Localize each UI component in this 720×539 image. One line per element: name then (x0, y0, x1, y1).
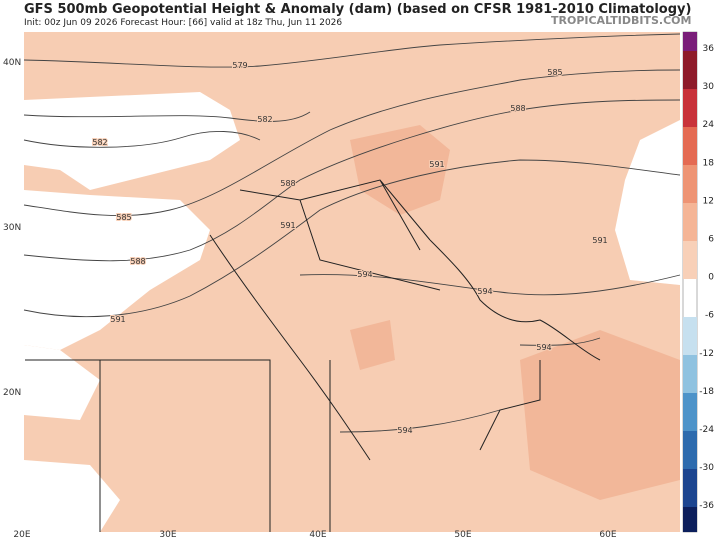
contour-label: 591 (110, 315, 125, 324)
colorbar-tick-label: 0 (708, 273, 714, 283)
colorbar-tick-label: 18 (703, 158, 715, 168)
lon-label: 50E (454, 530, 471, 539)
contour-label: 594 (397, 426, 412, 435)
lon-label: 60E (599, 530, 616, 539)
colorbar-tick-label: 6 (708, 235, 714, 245)
contour-label: 594 (536, 343, 551, 352)
contour-label: 582 (92, 138, 107, 147)
contour-label: 582 (257, 115, 272, 124)
colorbar-tick-label: -12 (699, 349, 714, 359)
title: GFS 500mb Geopotential Height & Anomaly … (24, 2, 692, 17)
lon-label: 20E (13, 530, 30, 539)
contour-label: 591 (280, 221, 295, 230)
lon-label: 30E (159, 530, 176, 539)
contour-label: 588 (130, 257, 145, 266)
contour-label: 594 (357, 270, 372, 279)
neutral-area (24, 345, 100, 420)
contour-label: 579 (232, 61, 247, 70)
colorbar-tick-label: -6 (705, 311, 714, 321)
neutral-area (24, 460, 120, 532)
colorbar-tick-label: -24 (699, 425, 714, 435)
contour-label: 585 (116, 213, 131, 222)
neutral-area (615, 120, 680, 285)
lat-label: 40N (3, 58, 21, 68)
colorbar-tick-label: -30 (699, 463, 714, 473)
lon-label: 40E (309, 530, 326, 539)
colorbar-tick-label: 24 (703, 120, 715, 130)
colorbar-tick-label: 36 (703, 44, 715, 54)
contour-label: 588 (280, 179, 295, 188)
contour-label: 591 (592, 236, 607, 245)
site-name: TROPICALTIDBITS.COM (551, 14, 692, 27)
contour-label: 585 (547, 68, 562, 77)
colorbar (682, 31, 698, 533)
subtitle: Init: 00z Jun 09 2026 Forecast Hour: [66… (24, 18, 343, 28)
height-contours (23, 33, 681, 433)
neutral-area (24, 190, 210, 350)
positive-area (350, 320, 395, 370)
coastlines-borders (25, 179, 601, 532)
colorbar-tick-label: 30 (703, 82, 715, 92)
positive-area (520, 330, 680, 500)
colorbar-tick-label: 12 (703, 196, 714, 206)
contour-label: 591 (429, 160, 444, 169)
positive-area (350, 125, 450, 215)
lat-label: 30N (3, 223, 21, 233)
contour-label: 588 (510, 104, 525, 113)
lat-label: 20N (3, 388, 21, 398)
colorbar-tick-label: -18 (699, 387, 714, 397)
contour-label: 594 (477, 287, 492, 296)
colorbar-tick-label: -36 (699, 501, 714, 511)
